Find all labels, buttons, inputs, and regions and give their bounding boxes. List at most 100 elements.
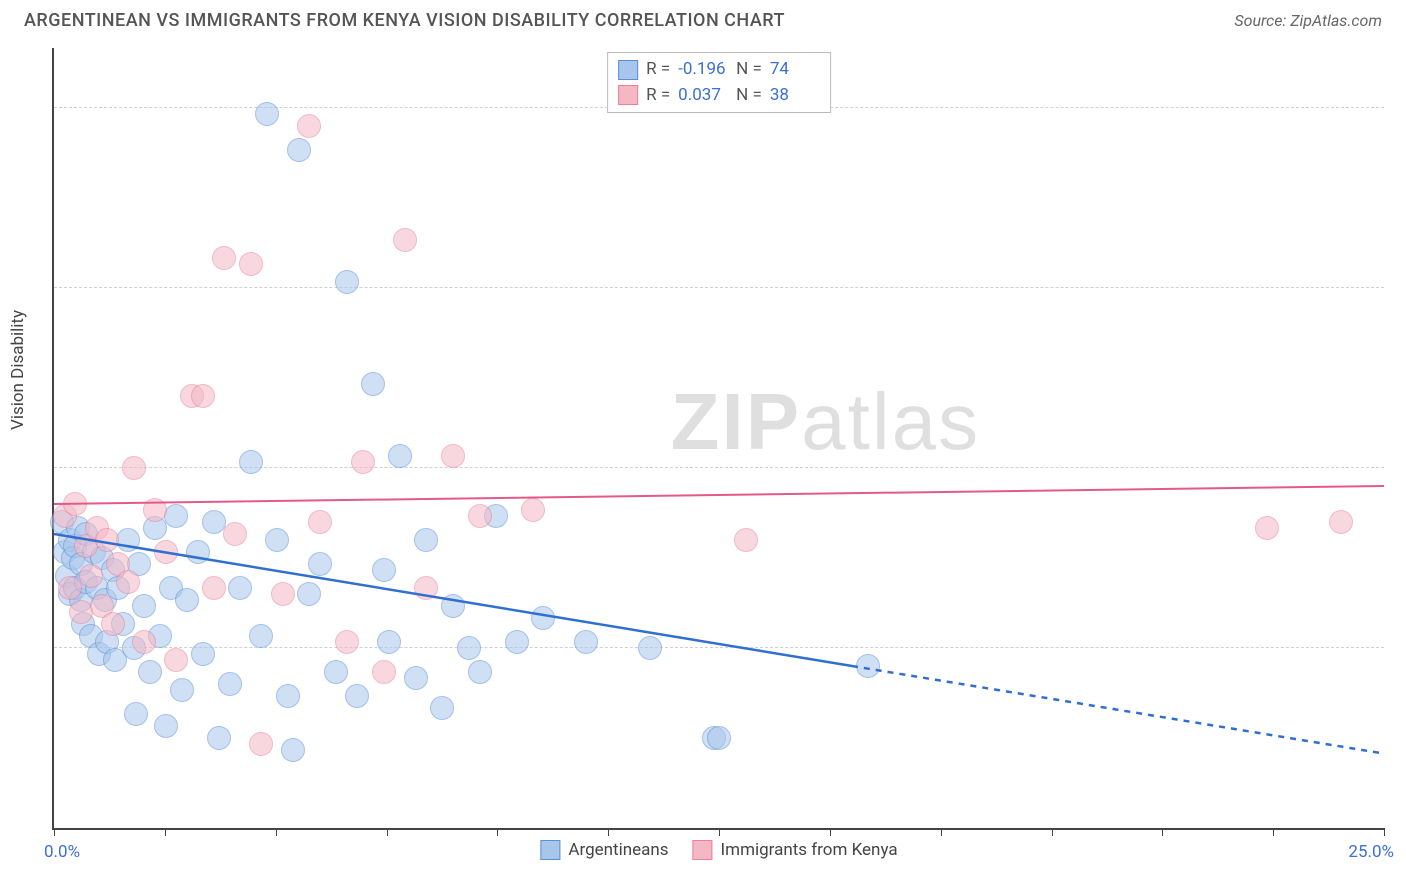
data-point [441,594,465,618]
data-point [228,576,252,600]
watermark: ZIPatlas [671,376,980,468]
x-axis-max-label: 25.0% [1348,842,1394,862]
x-tick [1273,828,1274,836]
data-point [351,450,375,474]
data-point [324,660,348,684]
data-point [372,660,396,684]
data-point [388,444,412,468]
y-tick-label: 1.5% [1394,618,1406,638]
data-point [361,372,385,396]
x-tick [276,828,277,836]
data-point [457,636,481,660]
stats-row: R = -0.196 N = 74 [618,57,820,83]
data-point [239,252,263,276]
stat-value: 74 [770,57,820,83]
data-point [276,684,300,708]
y-tick-label: 6.0% [1394,78,1406,98]
gridline [54,647,1384,648]
stat-label: R = [646,57,670,83]
stats-box: R = -0.196 N = 74 R = 0.037 N = 38 [607,52,831,113]
data-point [95,528,119,552]
data-point [207,726,231,750]
data-point [308,552,332,576]
y-axis-label: Vision Disability [8,310,28,430]
data-point [414,528,438,552]
data-point [707,726,731,750]
stat-value: 38 [770,83,820,109]
data-point [116,528,140,552]
x-axis-min-label: 0.0% [44,842,80,862]
data-point [164,648,188,672]
x-tick [719,828,720,836]
data-point [468,504,492,528]
data-point [393,228,417,252]
stats-row: R = 0.037 N = 38 [618,83,820,109]
data-point [170,678,194,702]
data-point [202,510,226,534]
scatter-chart: ZIPatlas R = -0.196 N = 74 R = 0.037 N =… [52,48,1384,830]
data-point [856,654,880,678]
data-point [143,498,167,522]
data-point [271,582,295,606]
legend-label: Immigrants from Kenya [721,840,898,860]
data-point [404,666,428,690]
data-point [223,522,247,546]
stat-value: -0.196 [678,57,728,83]
data-point [265,528,289,552]
data-point [1329,510,1353,534]
data-point [101,612,125,636]
swatch-icon [540,840,560,860]
stat-label: N = [736,57,762,83]
data-point [287,138,311,162]
data-point [297,582,321,606]
data-point [239,450,263,474]
data-point [186,540,210,564]
legend-label: Argentineans [568,840,668,860]
data-point [175,588,199,612]
stat-label: N = [736,83,762,109]
data-point [574,630,598,654]
data-point [124,702,148,726]
data-point [138,660,162,684]
x-tick [497,828,498,836]
data-point [521,498,545,522]
data-point [154,714,178,738]
x-tick [830,828,831,836]
data-point [734,528,758,552]
data-point [1255,516,1279,540]
swatch-icon [618,60,638,80]
data-point [430,696,454,720]
swatch-icon [618,85,638,105]
data-point [377,630,401,654]
y-tick-label: 4.5% [1394,258,1406,278]
data-point [164,504,188,528]
legend: Argentineans Immigrants from Kenya [540,840,897,860]
data-point [308,510,332,534]
stat-value: 0.037 [678,83,728,109]
data-point [414,576,438,600]
trend-lines [54,48,1384,828]
data-point [154,540,178,564]
x-tick [54,828,55,836]
data-point [505,630,529,654]
x-tick [1052,828,1053,836]
y-tick-label: 3.0% [1394,438,1406,458]
data-point [63,492,87,516]
data-point [249,624,273,648]
data-point [191,642,215,666]
data-point [116,570,140,594]
chart-title: ARGENTINEAN VS IMMIGRANTS FROM KENYA VIS… [24,10,785,31]
data-point [255,102,279,126]
data-point [441,444,465,468]
data-point [212,246,236,270]
chart-source: Source: ZipAtlas.com [1234,11,1382,30]
data-point [79,564,103,588]
legend-item: Immigrants from Kenya [693,840,898,860]
data-point [281,738,305,762]
x-tick [1162,828,1163,836]
data-point [132,630,156,654]
chart-header: ARGENTINEAN VS IMMIGRANTS FROM KENYA VIS… [0,0,1406,37]
stat-label: R = [646,83,670,109]
data-point [249,732,273,756]
data-point [372,558,396,582]
